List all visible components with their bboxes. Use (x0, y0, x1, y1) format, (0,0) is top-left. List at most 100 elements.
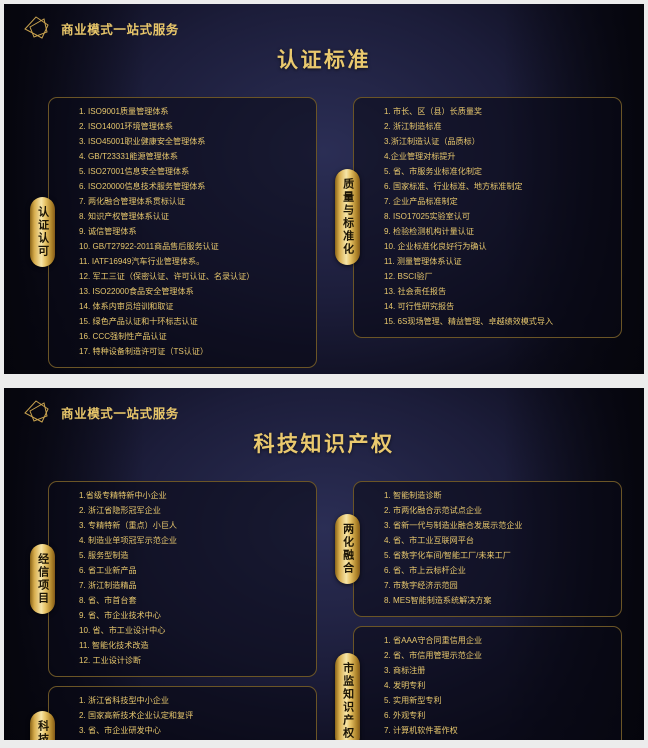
list-item: 8. MES智能制造系统解决方案 (384, 595, 492, 605)
list-item: 12. 工业设计诊断 (79, 655, 142, 665)
group-market-supervision-ip: 市监知识产权 1. 省AAA守合同重信用企业 2. 省、市信用管理示范企业 3. 商… (331, 625, 622, 740)
list-item: 1. 浙江省科技型中小企业 (79, 695, 169, 705)
group-box: 1.省级专精特新中小企业 2. 浙江省隐形冠军企业 3. 专精特新（重点）小巨人 4.… (48, 481, 317, 677)
group-label-pill: 经信项目 (30, 543, 55, 614)
list-item: 16. CCC强制性产品认证 (79, 331, 167, 341)
item-list: 1. ISO9001质量管理体系 2. ISO14001环境管理体系 3. ISO4… (79, 105, 308, 359)
abstract-polygon-logo-icon (22, 399, 52, 425)
list-item: 7. 两化融合管理体系贯标认证 (79, 196, 186, 206)
list-item: 4. 制造业单项冠军示范企业 (79, 535, 178, 545)
slide-header: 商业模式一站式服务 (4, 388, 644, 425)
group-jingxin-projects: 经信项目 1.省级专精特新中小企业 2. 浙江省隐形冠军企业 3. 专精特新（重点）… (26, 481, 317, 677)
list-item: 5. 省、市服务业标准化制定 (384, 166, 483, 176)
list-item: 2. 浙江省隐形冠军企业 (79, 506, 161, 516)
list-item: 3. 省新一代与制造业融合发展示范企业 (384, 521, 523, 530)
group-box: 1. ISO9001质量管理体系 2. ISO14001环境管理体系 3. ISO4… (48, 97, 317, 368)
page-title: 科技知识产权 (253, 433, 395, 456)
group-label-pill: 科技项目 (30, 711, 55, 740)
list-item: 2. ISO14001环境管理体系 (79, 122, 174, 132)
list-item: 8. ISO17025实验室认可 (384, 211, 470, 221)
list-item: 6. 外观专利 (384, 710, 426, 720)
list-item: 4. GB/T23331能源管理体系 (79, 151, 178, 161)
list-item: 7. 市数字经济示范园 (384, 580, 458, 590)
list-item: 10. 省、市工业设计中心 (79, 625, 166, 635)
group-label-pill: 两化融合 (335, 513, 360, 584)
list-item: 10. 企业标准化良好行为确认 (384, 241, 487, 251)
list-item: 9. 省、市企业技术中心 (79, 610, 161, 620)
list-item: 3. 商标注册 (384, 665, 426, 675)
column-right: 两化融合 1. 智能制造诊断 2. 市两化融合示范试点企业 3. 省新一代与制造业融… (331, 481, 622, 740)
list-item: 9. 检验检测机构计量认证 (384, 226, 474, 236)
list-item: 6. 国家标准、行业标准、地方标准制定 (384, 181, 523, 191)
list-item: 5. ISO27001信息安全管理体系 (79, 166, 190, 176)
slide-header: 商业模式一站式服务 (4, 4, 644, 41)
list-item: 6. ISO20000信息技术服务管理体系 (79, 181, 206, 191)
list-item: 11. 智能化技术改造 (79, 640, 149, 650)
list-item: 8. 知识产权管理体系认证 (79, 211, 169, 221)
list-item: 1. ISO9001质量管理体系 (79, 107, 169, 117)
list-item: 5. 省数字化车间/智能工厂/未来工厂 (384, 550, 511, 560)
brand-title: 商业模式一站式服务 (61, 22, 179, 37)
list-item: 11. IATF16949汽车行业管理体系。 (79, 256, 205, 266)
item-list: 1. 智能制造诊断 2. 市两化融合示范试点企业 3. 省新一代与制造业融合发展示范… (384, 489, 613, 609)
list-item: 12. BSCI验厂 (384, 271, 433, 281)
group-label-pill: 市监知识产权 (335, 653, 360, 740)
group-label-text: 两化融合 (341, 522, 354, 575)
list-item: 15. 6S现场管理、精益管理、卓越绩效模式导入 (384, 316, 554, 326)
list-item: 14. 体系内审员培训和取证 (79, 301, 174, 311)
group-label-text: 科技项目 (36, 720, 49, 740)
group-box: 1. 省AAA守合同重信用企业 2. 省、市信用管理示范企业 3. 商标注册 4. 发… (353, 625, 622, 740)
list-item: 7. 浙江制造精品 (79, 580, 137, 590)
list-item: 5. 实用新型专利 (384, 695, 442, 705)
list-item: 7. 企业产品标准制定 (384, 196, 458, 206)
bottom-margin (0, 740, 648, 748)
content-columns: 认证认可 1. ISO9001质量管理体系 2. ISO14001环境管理体系 3.… (4, 88, 644, 368)
group-quality-standardization: 质量与标准化 1. 市长、区（县）长质量奖 2. 浙江制造标准 3.浙江制造认证（品… (331, 97, 622, 338)
list-item: 2. 省、市信用管理示范企业 (384, 650, 483, 660)
item-list: 1. 市长、区（县）长质量奖 2. 浙江制造标准 3.浙江制造认证（品质标） 4.企业… (384, 105, 613, 330)
list-item: 1. 智能制造诊断 (384, 491, 442, 501)
list-item: 6. 省、市上云标杆企业 (384, 565, 466, 575)
column-left: 认证认可 1. ISO9001质量管理体系 2. ISO14001环境管理体系 3.… (26, 97, 317, 368)
list-item: 4. 浙江省重点企业研究院 (79, 739, 308, 740)
list-item: 8. 省、市首台套 (79, 595, 137, 605)
list-item: 13. ISO22000食品安全管理体系 (79, 286, 194, 296)
list-item: 3. ISO45001职业健康安全管理体系 (79, 137, 206, 146)
list-item: 2. 浙江制造标准 (384, 122, 442, 132)
brand-title: 商业模式一站式服务 (61, 406, 179, 421)
group-label-text: 质量与标准化 (341, 178, 354, 257)
page-title: 认证标准 (277, 49, 371, 72)
group-label-pill: 认证认可 (30, 197, 55, 268)
group-box: 1. 智能制造诊断 2. 市两化融合示范试点企业 3. 省新一代与制造业融合发展示范… (353, 481, 622, 617)
list-item: 11. 测量管理体系认证 (384, 256, 462, 266)
group-integration: 两化融合 1. 智能制造诊断 2. 市两化融合示范试点企业 3. 省新一代与制造业融… (331, 481, 622, 617)
list-item: 4. 发明专利 (384, 680, 426, 690)
group-label-text: 经信项目 (36, 552, 49, 605)
column-left: 经信项目 1.省级专精特新中小企业 2. 浙江省隐形冠军企业 3. 专精特新（重点）… (26, 481, 317, 740)
list-item: 4.企业管理对标提升 (384, 151, 456, 161)
group-tech-projects: 科技项目 1. 浙江省科技型中小企业 2. 国家高新技术企业认定和复评 3. 省、市… (26, 685, 317, 740)
list-item: 5. 服务型制造 (79, 550, 129, 560)
list-item: 17. 特种设备制造许可证（TS认证） (79, 346, 209, 356)
list-item: 1. 市长、区（县）长质量奖 (384, 107, 483, 117)
list-item: 1. 省AAA守合同重信用企业 (384, 635, 483, 645)
group-label-text: 市监知识产权 (341, 662, 354, 740)
list-item: 4. 省、市工业互联网平台 (384, 535, 474, 545)
list-item: 1.省级专精特新中小企业 (79, 491, 167, 501)
slide-tech-intellectual-property: 商业模式一站式服务 科技知识产权 经信项目 1.省级专精特新中小企业 2. 浙江省… (4, 388, 644, 740)
list-item: 6. 省工业新产品 (79, 565, 137, 575)
list-item: 13. 社会责任报告 (384, 286, 447, 296)
list-item: 2. 市两化融合示范试点企业 (384, 506, 483, 516)
group-label-pill: 质量与标准化 (335, 169, 360, 266)
abstract-polygon-logo-icon (22, 15, 52, 41)
item-list: 1. 省AAA守合同重信用企业 2. 省、市信用管理示范企业 3. 商标注册 4. 发… (384, 634, 613, 740)
list-item: 2. 国家高新技术企业认定和复评 (79, 710, 194, 720)
item-list: 1.省级专精特新中小企业 2. 浙江省隐形冠军企业 3. 专精特新（重点）小巨人 4.… (79, 489, 308, 669)
list-item: 9. 诚信管理体系 (79, 226, 137, 236)
item-list: 1. 浙江省科技型中小企业 2. 国家高新技术企业认定和复评 3. 省、市企业研发中… (79, 694, 308, 740)
list-item: 15. 绿色产品认证和十环标志认证 (79, 316, 198, 326)
list-item: 10. GB/T27922-2011商品售后服务认证 (79, 241, 219, 251)
list-item: 3. 专精特新（重点）小巨人 (79, 521, 178, 530)
column-right: 质量与标准化 1. 市长、区（县）长质量奖 2. 浙江制造标准 3.浙江制造认证（品… (331, 97, 622, 367)
